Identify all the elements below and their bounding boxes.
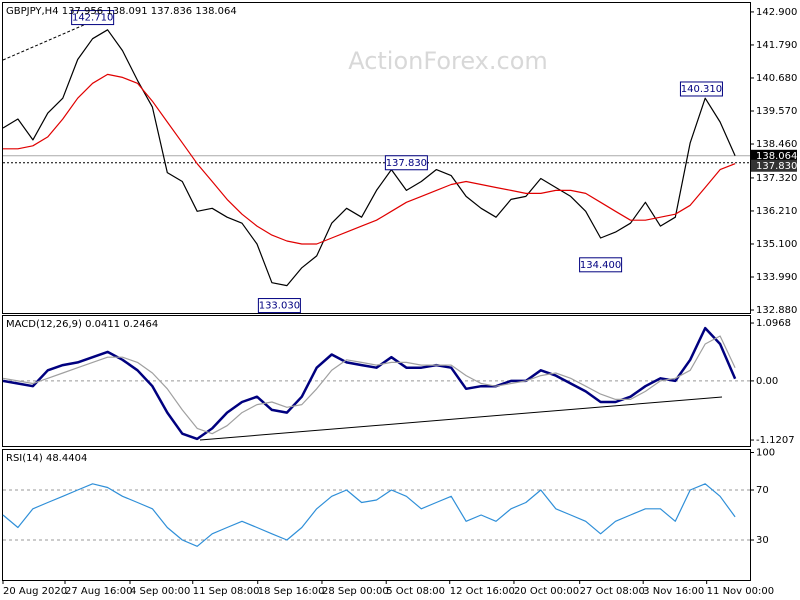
panel-title: MACD(12,26,9) 0.0411 0.2464 <box>6 319 158 330</box>
annotation-box <box>384 155 428 171</box>
annotation-box <box>257 298 301 314</box>
annotation-label: 134.400 <box>580 260 621 271</box>
y-tick-label: 140.680 <box>756 73 797 84</box>
x-tick-label: 5 Oct 08:00 <box>386 586 445 597</box>
rsi-panel <box>2 449 751 581</box>
y-tick-label: 136.210 <box>756 206 797 217</box>
y-tick-label: 138.460 <box>756 139 797 150</box>
series-line <box>2 483 736 547</box>
annotation-box <box>71 10 115 26</box>
panel-title: RSI(14) 48.4404 <box>6 453 87 464</box>
series-line <box>2 335 736 435</box>
y-tick-label: 132.880 <box>756 305 797 316</box>
y-tick-label: 70 <box>756 485 769 496</box>
level-tag <box>751 159 797 172</box>
y-tick-label: 133.990 <box>756 272 797 283</box>
annotation-label: 133.030 <box>259 301 300 312</box>
y-tick-label: 142.900 <box>756 7 797 18</box>
series-line <box>3 73 736 245</box>
x-tick-label: 27 Oct 08:00 <box>580 586 645 597</box>
y-tick-label: 135.100 <box>756 239 797 250</box>
x-tick-label: 12 Oct 16:00 <box>450 586 515 597</box>
watermark: ActionForex.com <box>348 47 548 75</box>
x-tick-label: 3 Nov 16:00 <box>643 586 704 597</box>
annotation-label: 137.830 <box>386 158 427 169</box>
series-line <box>2 29 736 287</box>
x-tick-label: 20 Oct 00:00 <box>514 586 579 597</box>
y-tick-label: 141.790 <box>756 40 797 51</box>
annotation-label: 140.310 <box>681 84 722 95</box>
y-tick-label: -1.1207 <box>756 435 795 446</box>
annotation-box <box>579 257 623 273</box>
trend-line <box>2 17 101 61</box>
price-panel <box>2 2 751 314</box>
series-line <box>2 326 737 441</box>
annotation-box <box>679 81 723 97</box>
x-tick-label: 28 Sep 00:00 <box>322 586 389 597</box>
x-tick-label: 11 Sep 08:00 <box>193 586 260 597</box>
y-tick-label: 1.0968 <box>756 318 791 329</box>
level-label: 137.830 <box>756 161 797 172</box>
current-price-label: 138.064 <box>756 151 797 162</box>
trend-line <box>199 396 723 441</box>
x-tick-label: 11 Nov 00:00 <box>707 586 774 597</box>
y-tick-label: 139.570 <box>756 106 797 117</box>
y-tick-label: 30 <box>756 535 769 546</box>
panel-title: GBPJPY,H4 137.956 138.091 137.836 138.06… <box>6 6 237 17</box>
y-tick-label: 100 <box>756 448 775 459</box>
y-tick-label: 137.320 <box>756 173 797 184</box>
y-tick-label: 0.00 <box>756 376 778 387</box>
x-tick-label: 18 Sep 16:00 <box>258 586 325 597</box>
current-price-tag <box>751 149 797 162</box>
x-tick-label: 4 Sep 00:00 <box>130 586 190 597</box>
x-tick-label: 20 Aug 2020 <box>3 586 67 597</box>
x-tick-label: 27 Aug 16:00 <box>65 586 132 597</box>
annotation-label: 142.710 <box>72 13 113 24</box>
